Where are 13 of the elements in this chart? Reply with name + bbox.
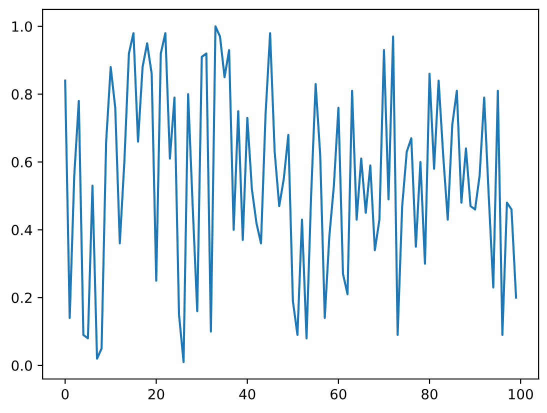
y-tick-label: 1.0 (12, 21, 32, 32)
x-tick-label: 20 (148, 388, 164, 400)
y-tick-label: 0.8 (12, 89, 32, 100)
y-tick-label: 0.2 (12, 292, 32, 304)
y-tick-label: 0.6 (12, 156, 32, 168)
y-tick-label: 0.0 (12, 360, 32, 371)
x-tick-label: 80 (422, 388, 438, 400)
x-tick-label: 100 (508, 388, 533, 400)
line-series (64, 25, 518, 364)
x-tick-label: 60 (330, 388, 346, 400)
x-tick-label: 0 (62, 388, 69, 400)
x-tick-label: 40 (239, 388, 256, 400)
y-tick-label: 0.4 (12, 224, 32, 236)
